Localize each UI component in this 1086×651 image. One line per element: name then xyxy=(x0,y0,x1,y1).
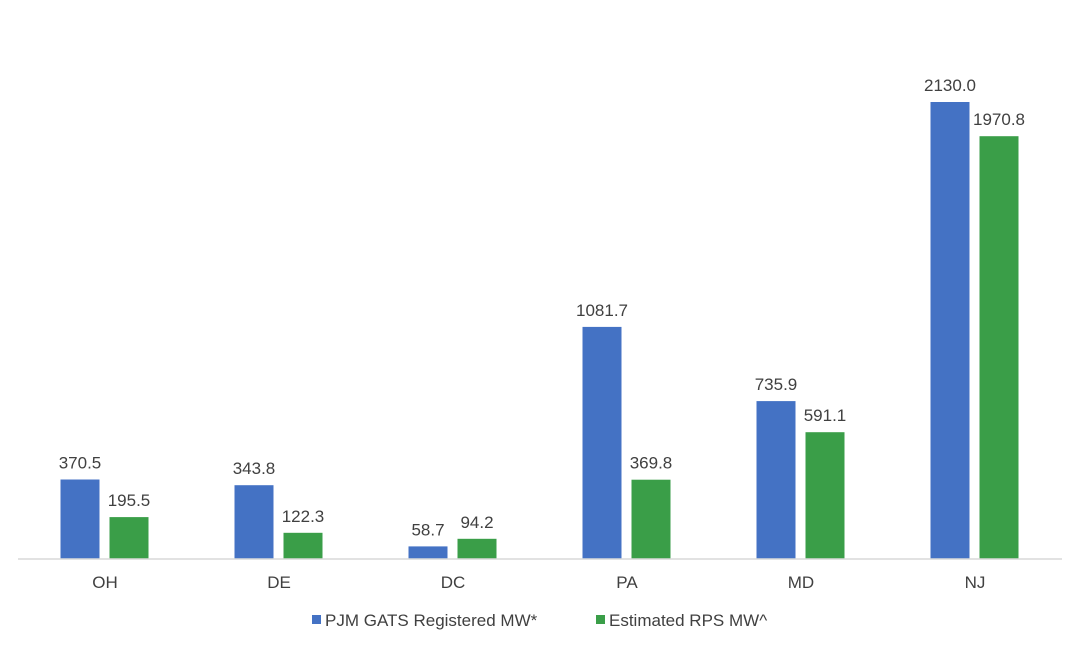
legend: PJM GATS Registered MW* Estimated RPS MW^ xyxy=(312,611,767,630)
data-label-md-series-1: 735.9 xyxy=(755,375,798,394)
bars-layer xyxy=(60,102,1019,559)
value-labels-layer: 370.5 195.5 343.8 122.3 58.7 94.2 1081.7 369.8 7… xyxy=(59,76,1025,539)
bar-oh-series-2 xyxy=(109,517,149,559)
data-label-nj-series-2: 1970.8 xyxy=(973,110,1025,129)
bar-oh-series-1 xyxy=(60,479,100,559)
data-label-oh-series-1: 370.5 xyxy=(59,454,102,473)
x-tick-label-oh: OH xyxy=(92,573,118,592)
bar-dc-series-1 xyxy=(408,546,448,559)
bar-pa-series-2 xyxy=(631,479,671,559)
data-label-de-series-1: 343.8 xyxy=(233,459,276,478)
bar-dc-series-2 xyxy=(457,538,497,559)
data-label-de-series-2: 122.3 xyxy=(282,507,325,526)
x-tick-label-dc: DC xyxy=(441,573,466,592)
data-label-pa-series-1: 1081.7 xyxy=(576,301,628,320)
bar-de-series-2 xyxy=(283,532,323,559)
legend-label-series-1: PJM GATS Registered MW* xyxy=(325,611,538,630)
data-label-md-series-2: 591.1 xyxy=(804,406,847,425)
x-tick-label-nj: NJ xyxy=(965,573,986,592)
x-tick-labels: OH DE DC PA MD NJ xyxy=(92,573,985,592)
legend-swatch-series-2 xyxy=(596,615,605,624)
bar-de-series-1 xyxy=(234,485,274,559)
bar-pa-series-1 xyxy=(582,326,622,559)
data-label-dc-series-2: 94.2 xyxy=(460,513,493,532)
x-tick-label-pa: PA xyxy=(616,573,638,592)
x-tick-label-md: MD xyxy=(788,573,814,592)
data-label-nj-series-1: 2130.0 xyxy=(924,76,976,95)
bar-nj-series-1 xyxy=(930,102,970,559)
data-label-oh-series-2: 195.5 xyxy=(108,491,151,510)
bar-md-series-1 xyxy=(756,401,796,559)
legend-swatch-series-1 xyxy=(312,615,321,624)
data-label-dc-series-1: 58.7 xyxy=(411,520,444,539)
x-tick-label-de: DE xyxy=(267,573,291,592)
bar-md-series-2 xyxy=(805,432,845,559)
bar-nj-series-2 xyxy=(979,136,1019,559)
data-label-pa-series-2: 369.8 xyxy=(630,454,673,473)
legend-label-series-2: Estimated RPS MW^ xyxy=(609,611,767,630)
